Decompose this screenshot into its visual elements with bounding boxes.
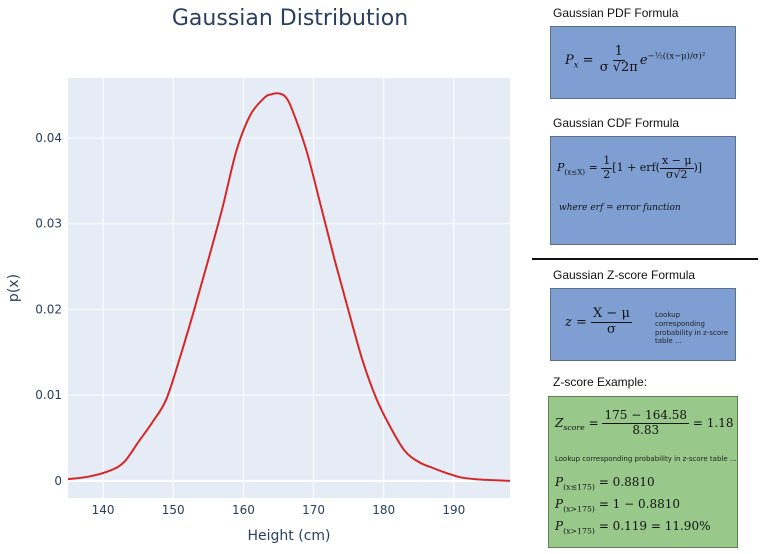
cdf-p-sub: (x≤X)	[564, 167, 586, 177]
example-title: Z-score Example:	[553, 375, 648, 389]
x-tick-label: 190	[442, 503, 465, 517]
y-tick-label: 0.03	[35, 217, 62, 231]
z-var: z	[565, 314, 572, 330]
x-tick-label: 170	[302, 503, 325, 517]
example-line1: P(x≤175) = 0.8810	[555, 475, 655, 491]
cdf-half-den: 2	[603, 167, 611, 181]
pdf-num: 1	[612, 44, 625, 61]
z-formula-title: Gaussian Z-score Formula	[553, 268, 696, 282]
example-line2-sub: (x>175)	[563, 504, 595, 514]
pdf-p: P	[565, 52, 574, 68]
cdf-bracket: [1 + erf(	[612, 161, 660, 175]
cdf-num: x − μ	[659, 154, 694, 169]
pdf-p-sub: x	[573, 59, 579, 70]
y-tick-label: 0.02	[35, 302, 62, 316]
z-num: X − μ	[591, 306, 632, 323]
example-den: 8.83	[632, 422, 660, 437]
cdf-formula-box: P(x≤X) = 1 2 [1 + erf(x − μ σ√2)] where erf…	[550, 136, 736, 245]
grid	[68, 78, 510, 498]
cdf-eq: =	[588, 161, 598, 175]
example-line3-val: = 0.119 = 11.90%	[598, 519, 711, 533]
example-result: = 1.18	[692, 415, 734, 430]
cdf-fraction: x − μ σ√2	[659, 154, 694, 181]
z-eq: =	[576, 314, 587, 330]
example-num: 175 − 164.58	[602, 408, 690, 424]
cdf-p: P	[557, 161, 565, 175]
example-z: Z	[555, 415, 564, 430]
example-line2-p: P	[555, 497, 564, 511]
cdf-half-num: 1	[601, 154, 613, 169]
pdf-den: σ √2π	[599, 59, 638, 75]
section-divider	[532, 258, 758, 260]
example-line3-sub: (x>175)	[563, 526, 595, 536]
example-note: Lookup corresponding probability in z-sc…	[555, 455, 737, 463]
z-note: Lookup corresponding probability in z-sc…	[655, 311, 729, 346]
chart-title: Gaussian Distribution	[171, 6, 409, 31]
x-tick-label: 150	[162, 503, 185, 517]
example-z-sub: score	[563, 423, 585, 433]
example-zscore: Zscore = 175 − 164.58 8.83 = 1.18	[555, 408, 734, 438]
example-eq: =	[588, 415, 599, 430]
cdf-close: )]	[693, 161, 703, 175]
example-box: Zscore = 175 − 164.58 8.83 = 1.18 Lookup …	[548, 396, 738, 548]
example-line1-sub: (x≤175)	[563, 482, 595, 492]
x-axis-title: Height (cm)	[248, 528, 331, 544]
x-tick-label: 160	[232, 503, 255, 517]
plot-background	[68, 78, 510, 498]
example-fraction: 175 − 164.58 8.83	[602, 408, 690, 438]
cdf-den: σ√2	[665, 167, 688, 181]
example-line1-p: P	[555, 475, 564, 489]
tick-labels: 140 150 160 170 180 190 0 0.01 0.02 0.03 0.04	[35, 131, 465, 517]
cdf-formula-title: Gaussian CDF Formula	[553, 116, 680, 130]
x-tick-label: 140	[92, 503, 115, 517]
pdf-formula-title: Gaussian PDF Formula	[553, 6, 679, 20]
example-line2-val: = 1 − 0.8810	[598, 497, 680, 511]
pdf-eq: =	[582, 52, 594, 68]
cdf-note: where erf = error function	[559, 203, 681, 213]
z-den: σ	[607, 321, 616, 337]
pdf-exponent: −½((x−μ)/σ)²	[647, 50, 706, 61]
pdf-e: e	[639, 52, 648, 68]
y-axis-title: p(x)	[6, 274, 22, 302]
y-tick-label: 0	[54, 474, 62, 488]
example-line3: P(x>175) = 0.119 = 11.90%	[555, 519, 710, 535]
cdf-formula: P(x≤X) = 1 2 [1 + erf(x − μ σ√2)]	[557, 154, 703, 181]
pdf-curve	[67, 92, 511, 482]
y-tick-label: 0.01	[35, 388, 62, 402]
example-line2: P(x>175) = 1 − 0.8810	[555, 497, 680, 513]
x-tick-label: 180	[372, 503, 395, 517]
y-tick-label: 0.04	[35, 131, 62, 145]
example-line1-val: = 0.8810	[598, 475, 655, 489]
example-line3-p: P	[555, 519, 564, 533]
gaussian-chart: 140 150 160 170 180 190 0 0.01 0.02 0.03 0.04 Heig…	[6, 78, 511, 544]
